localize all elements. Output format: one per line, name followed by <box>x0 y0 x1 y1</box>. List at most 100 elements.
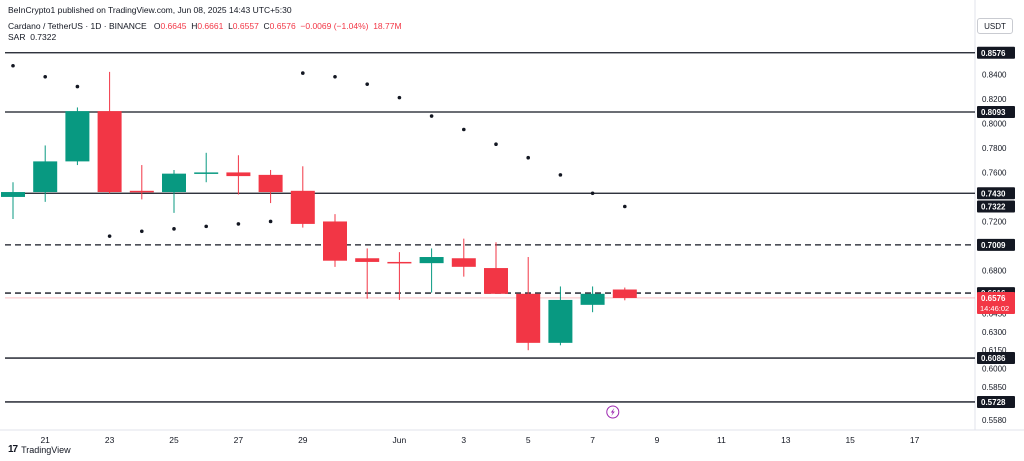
candle-body <box>258 174 283 193</box>
candle-body <box>355 258 380 262</box>
level-label-box <box>977 395 1015 408</box>
y-tick-label: 0.8200 <box>982 95 1007 104</box>
level-label: 0.8093 <box>981 108 1006 117</box>
candle-body <box>65 111 90 162</box>
y-tick-label: 0.8400 <box>982 70 1007 79</box>
level-label: 0.7009 <box>981 241 1006 250</box>
candle-body <box>129 190 154 193</box>
y-tick-label: 0.6800 <box>982 267 1007 276</box>
level-label: 0.5728 <box>981 398 1006 407</box>
sar-label: SAR <box>8 32 26 42</box>
level-label-box <box>977 46 1015 59</box>
price-label-box <box>977 291 1015 314</box>
published-note: BeInCrypto1 published on TradingView.com… <box>8 5 292 15</box>
candle-body <box>226 172 251 177</box>
volume-value: 18.77M <box>373 21 402 31</box>
x-tick-label: 3 <box>461 435 466 445</box>
candle-body <box>548 299 573 343</box>
currency-button[interactable]: USDT <box>977 18 1013 34</box>
y-tick-label: 0.7800 <box>982 144 1007 153</box>
symbol-legend: Cardano / TetherUS · 1D · BINANCE O0.664… <box>8 21 402 32</box>
x-tick-label: 17 <box>910 435 920 445</box>
candle-body <box>290 190 315 224</box>
y-tick-label: 0.8000 <box>982 119 1007 128</box>
price-countdown: 14:46:02 <box>980 304 1009 313</box>
level-label: 0.8576 <box>981 49 1006 58</box>
x-tick-label: 7 <box>590 435 595 445</box>
high-label: H <box>191 21 198 31</box>
sar-dot <box>623 204 627 209</box>
y-tick-label: 0.7200 <box>982 217 1007 226</box>
candle-body <box>451 258 476 267</box>
sar-dot <box>365 82 370 86</box>
candle-body <box>323 221 347 261</box>
y-tick-label: 0.6300 <box>982 328 1007 337</box>
candle-body <box>1 192 25 197</box>
y-tick-label: 0.5850 <box>982 383 1007 392</box>
candle-body <box>33 161 58 193</box>
x-tick-label: 21 <box>40 435 50 445</box>
open-value: 0.6645 <box>160 21 187 31</box>
x-tick-label: Jun <box>393 435 407 445</box>
high-value: 0.6661 <box>197 21 224 31</box>
level-label: 0.7430 <box>981 189 1006 198</box>
tv-logo-icon: 17 <box>8 444 18 455</box>
sar-dot <box>526 155 530 160</box>
x-tick-label: 9 <box>655 435 660 445</box>
tv-logo-text: TradingView <box>21 444 71 455</box>
sar-dot <box>75 84 80 89</box>
close-label: C <box>263 21 270 31</box>
x-tick-label: 27 <box>234 435 244 445</box>
level-label-box <box>977 187 1015 200</box>
close-value: 0.6576 <box>269 21 296 31</box>
y-tick-label: 0.6000 <box>982 365 1007 374</box>
candle-body <box>194 172 219 174</box>
tradingview-logo: 17 TradingView <box>8 444 71 455</box>
sar-dot <box>462 127 466 132</box>
level-label: 0.6086 <box>981 354 1006 363</box>
symbol-name[interactable]: Cardano / TetherUS · 1D · BINANCE <box>8 21 147 31</box>
sar-label-box <box>977 200 1015 213</box>
level-label-box <box>977 238 1015 251</box>
sar-dot <box>107 234 112 238</box>
sar-dot <box>43 74 47 79</box>
candle-body <box>612 289 637 298</box>
sar-dot <box>397 95 402 100</box>
x-tick-label: 5 <box>526 435 531 445</box>
low-value: 0.6557 <box>232 21 259 31</box>
level-label-box <box>977 352 1015 365</box>
y-tick-label: 0.6150 <box>982 346 1007 355</box>
sar-dot <box>204 224 208 229</box>
x-tick-label: 25 <box>169 435 179 445</box>
sar-dot <box>11 63 15 68</box>
x-tick-label: 11 <box>717 435 726 445</box>
candle-body <box>97 111 122 193</box>
sar-legend[interactable]: SAR 0.7322 <box>8 32 56 43</box>
candle-body <box>580 293 605 305</box>
candle-body <box>516 293 541 343</box>
sar-dot <box>558 173 563 177</box>
sar-dot <box>429 114 434 118</box>
sar-dot <box>333 74 337 79</box>
low-label: L <box>228 21 233 31</box>
candle-body <box>162 173 186 193</box>
lightning-bolt-icon <box>610 408 615 416</box>
price-label: 0.6576 <box>981 294 1006 303</box>
y-tick-label: 0.7600 <box>982 168 1007 177</box>
level-label-box <box>977 105 1015 118</box>
sar-dot <box>301 71 305 75</box>
candle-body <box>419 257 444 264</box>
sar-value: 0.7322 <box>30 32 57 42</box>
sar-axis-label: 0.7322 <box>981 203 1006 212</box>
y-tick-label: 0.5580 <box>982 416 1007 425</box>
sar-dot <box>590 191 595 196</box>
sar-dot <box>494 142 498 147</box>
candle-body <box>387 261 412 264</box>
candle-body <box>484 268 508 294</box>
sar-dot <box>236 222 241 226</box>
sar-dot <box>140 229 144 234</box>
sar-dot <box>268 219 273 224</box>
sar-dot <box>172 227 176 231</box>
x-tick-label: 15 <box>845 435 855 445</box>
